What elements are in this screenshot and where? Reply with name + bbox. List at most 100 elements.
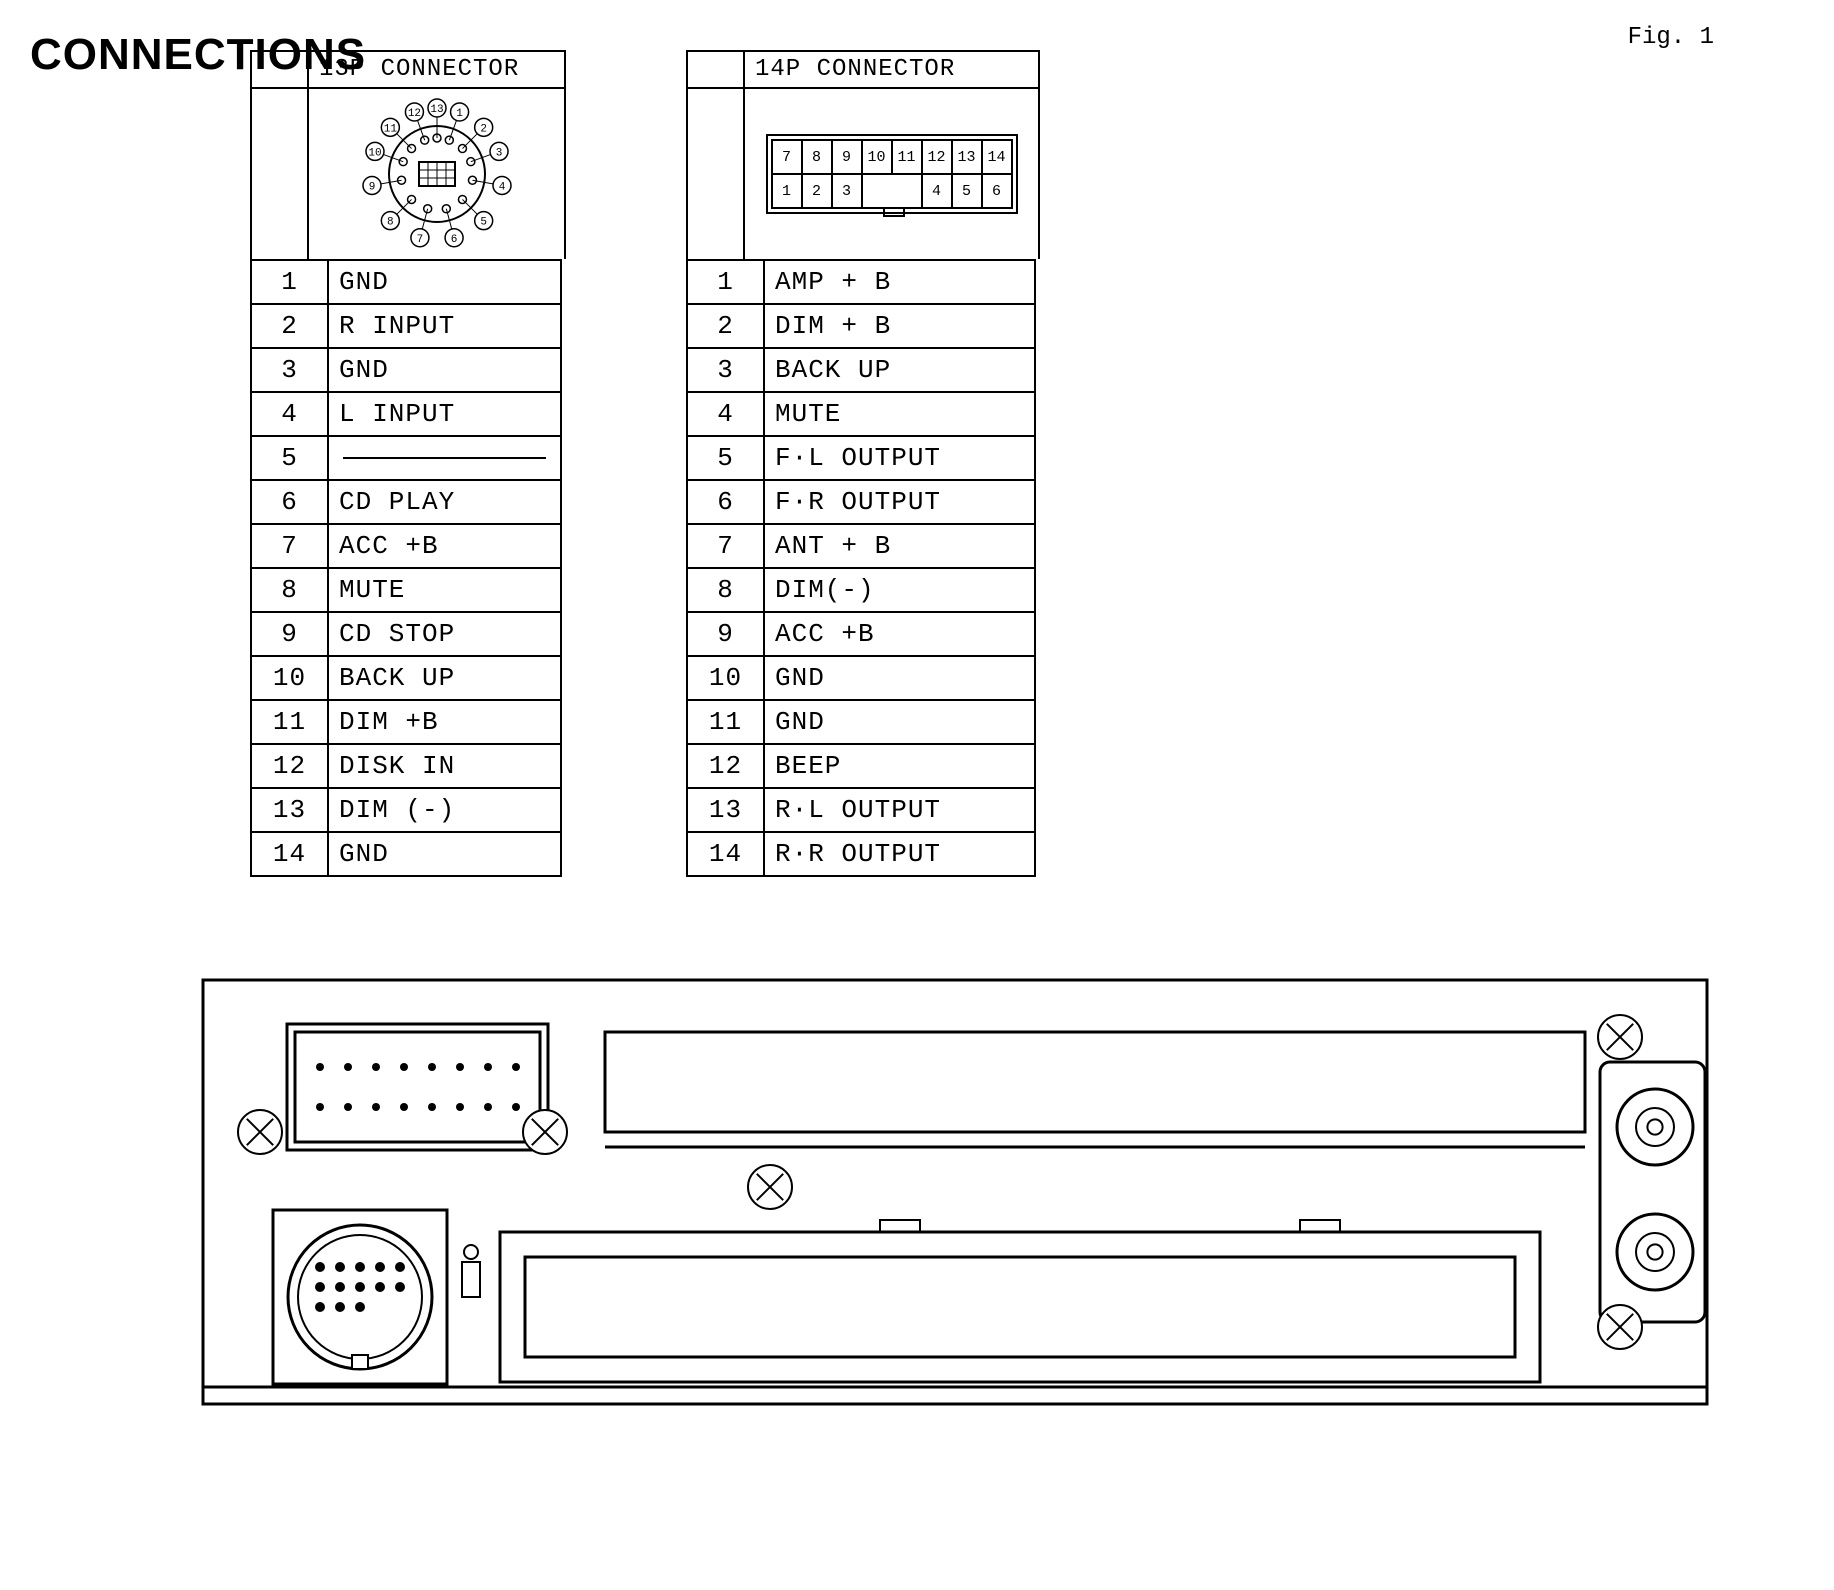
table-row: 11DIM +B xyxy=(251,700,561,744)
pin-number: 2 xyxy=(687,304,764,348)
table-row: 6F·R OUTPUT xyxy=(687,480,1035,524)
conn-pin-cell: 13 xyxy=(952,140,982,174)
connector-14p-header: 14P CONNECTOR xyxy=(745,52,1038,87)
conn-key-cell xyxy=(862,174,892,208)
table-row: 7ANT + B xyxy=(687,524,1035,568)
svg-text:7: 7 xyxy=(416,234,423,246)
svg-text:9: 9 xyxy=(368,181,375,193)
pin-label: R INPUT xyxy=(328,304,561,348)
svg-text:2: 2 xyxy=(480,123,487,135)
conn-pin-cell: 11 xyxy=(892,140,922,174)
pin-label: ACC +B xyxy=(328,524,561,568)
pin-number: 6 xyxy=(251,480,328,524)
table-row: 7ACC +B xyxy=(251,524,561,568)
pin-number: 3 xyxy=(251,348,328,392)
pin-number: 2 xyxy=(251,304,328,348)
pin-number: 5 xyxy=(687,436,764,480)
connector-13p-block: 13P CONNECTOR 12345678910111213 1GND2R I… xyxy=(250,50,566,877)
rect-connector-grid: 7891011121314123456 xyxy=(771,139,1013,209)
pin-number: 11 xyxy=(687,700,764,744)
pin-label: DISK IN xyxy=(328,744,561,788)
table-row: 12BEEP xyxy=(687,744,1035,788)
svg-text:3: 3 xyxy=(495,147,502,159)
pin-number: 1 xyxy=(687,260,764,304)
conn-pin-cell: 7 xyxy=(772,140,802,174)
pin-label: DIM(-) xyxy=(764,568,1035,612)
pin-number: 7 xyxy=(687,524,764,568)
svg-text:5: 5 xyxy=(480,217,487,229)
conn-pin-cell: 4 xyxy=(922,174,952,208)
conn-pin-cell: 9 xyxy=(832,140,862,174)
table-row: 8DIM(-) xyxy=(687,568,1035,612)
svg-text:10: 10 xyxy=(368,147,381,159)
connector-tables-row: 13P CONNECTOR 12345678910111213 1GND2R I… xyxy=(250,50,1814,877)
pin-label: DIM + B xyxy=(764,304,1035,348)
conn-key-cell xyxy=(892,174,922,208)
pin-label: L INPUT xyxy=(328,392,561,436)
conn-pin-cell: 8 xyxy=(802,140,832,174)
connector-14p-block: 14P CONNECTOR 7891011121314123456 1AMP +… xyxy=(686,50,1040,877)
pin-label: ANT + B xyxy=(764,524,1035,568)
rect-14p-diagram: 7891011121314123456 xyxy=(745,89,1038,259)
svg-text:8: 8 xyxy=(387,217,394,229)
pin-number: 8 xyxy=(251,568,328,612)
conn-pin-cell: 12 xyxy=(922,140,952,174)
table-row: 2R INPUT xyxy=(251,304,561,348)
pin-number: 4 xyxy=(251,392,328,436)
table-row: 13DIM (-) xyxy=(251,788,561,832)
table-row: 4MUTE xyxy=(687,392,1035,436)
table-row: 3GND xyxy=(251,348,561,392)
pin-table-14p: 1AMP + B2DIM + B3BACK UP4MUTE5F·L OUTPUT… xyxy=(686,259,1036,877)
pin-label: BACK UP xyxy=(764,348,1035,392)
pin-label: DIM +B xyxy=(328,700,561,744)
pin-number: 10 xyxy=(687,656,764,700)
table-row: 1AMP + B xyxy=(687,260,1035,304)
svg-text:13: 13 xyxy=(430,104,443,116)
din-connector-icon: 12345678910111213 xyxy=(312,89,562,259)
pin-label: GND xyxy=(764,700,1035,744)
pin-number: 9 xyxy=(251,612,328,656)
pin-label: AMP + B xyxy=(764,260,1035,304)
pin-number: 5 xyxy=(251,436,328,480)
svg-text:12: 12 xyxy=(407,108,420,120)
svg-text:11: 11 xyxy=(383,123,397,135)
pin-number: 10 xyxy=(251,656,328,700)
pin-label: GND xyxy=(328,260,561,304)
conn-pin-cell: 14 xyxy=(982,140,1012,174)
conn-pin-cell: 10 xyxy=(862,140,892,174)
table-row: 9CD STOP xyxy=(251,612,561,656)
pin-number: 14 xyxy=(687,832,764,876)
figure-label: Fig. 1 xyxy=(1628,24,1714,51)
table-row: 6CD PLAY xyxy=(251,480,561,524)
pin-number: 7 xyxy=(251,524,328,568)
table-row: 10BACK UP xyxy=(251,656,561,700)
table-row: 14GND xyxy=(251,832,561,876)
table-row: 2DIM + B xyxy=(687,304,1035,348)
pin-label: R·R OUTPUT xyxy=(764,832,1035,876)
pin-label xyxy=(328,436,561,480)
pin-label: ACC +B xyxy=(764,612,1035,656)
table-row: 14R·R OUTPUT xyxy=(687,832,1035,876)
table-row: 11GND xyxy=(687,700,1035,744)
pin-number: 13 xyxy=(251,788,328,832)
pin-number: 14 xyxy=(251,832,328,876)
pin-label: MUTE xyxy=(764,392,1035,436)
chassis-diagram-icon xyxy=(200,977,1710,1407)
pin-number: 3 xyxy=(687,348,764,392)
din-13p-diagram: 12345678910111213 xyxy=(309,89,564,259)
conn-pin-cell: 5 xyxy=(952,174,982,208)
pin-label: BEEP xyxy=(764,744,1035,788)
table-row: 1GND xyxy=(251,260,561,304)
table-row: 5F·L OUTPUT xyxy=(687,436,1035,480)
pin-number: 12 xyxy=(687,744,764,788)
pin-number: 9 xyxy=(687,612,764,656)
pin-label: GND xyxy=(328,348,561,392)
pin-label: GND xyxy=(328,832,561,876)
table-row: 8MUTE xyxy=(251,568,561,612)
conn-pin-cell: 3 xyxy=(832,174,862,208)
table-row: 13R·L OUTPUT xyxy=(687,788,1035,832)
conn-pin-cell: 6 xyxy=(982,174,1012,208)
svg-text:4: 4 xyxy=(498,181,505,193)
table-row: 10GND xyxy=(687,656,1035,700)
pin-number: 6 xyxy=(687,480,764,524)
